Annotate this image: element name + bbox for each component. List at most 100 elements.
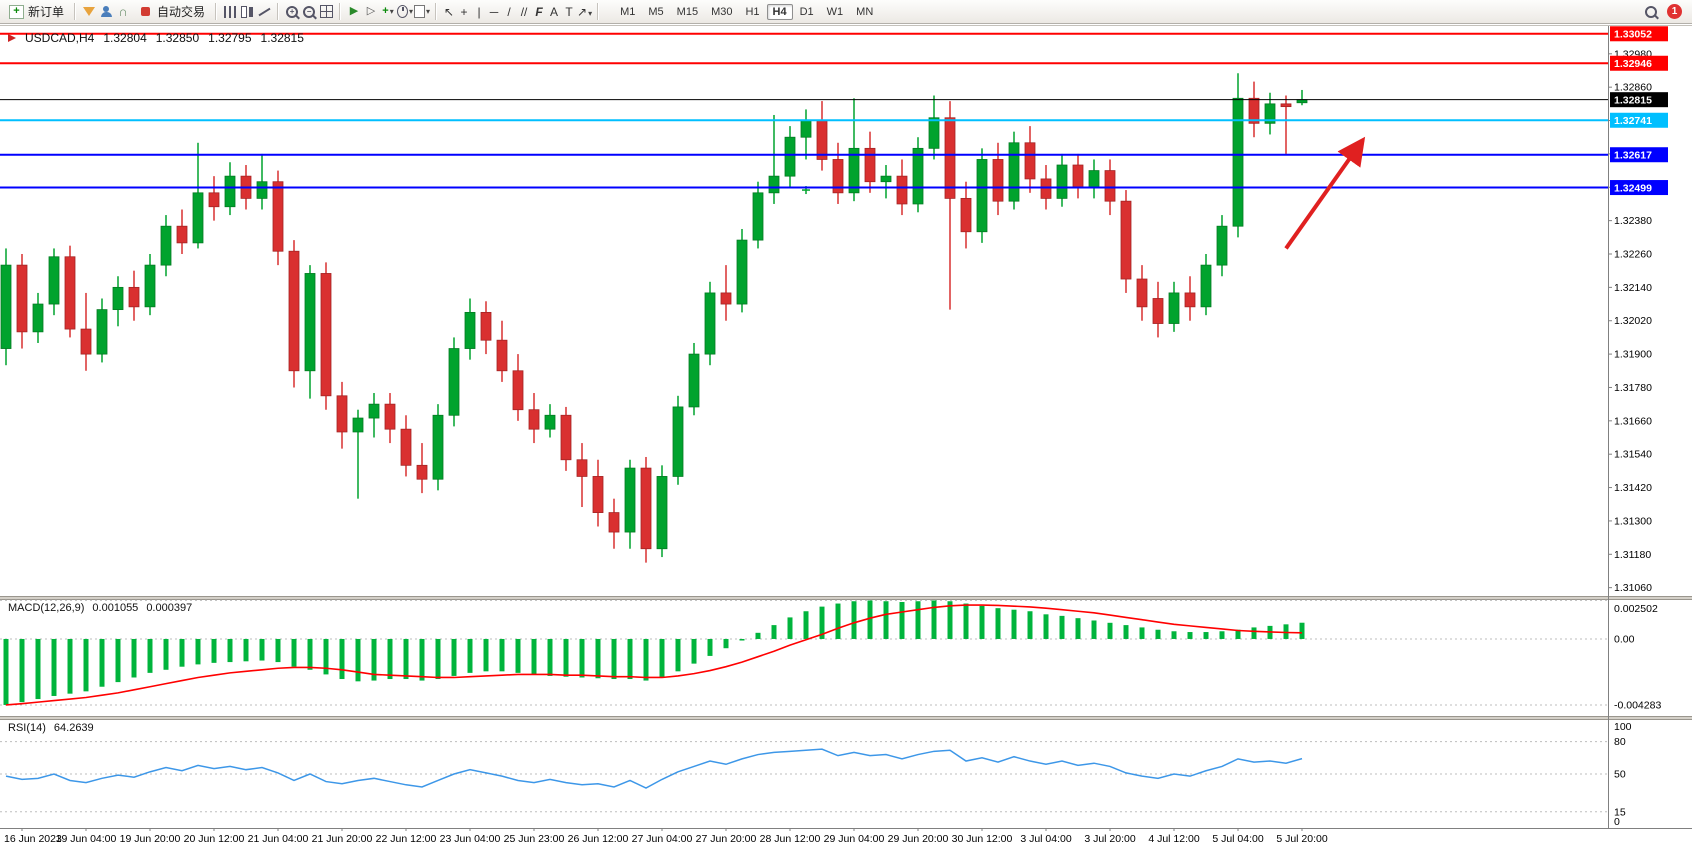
svg-text:-0.004283: -0.004283 [1614,699,1661,711]
svg-text:100: 100 [1614,721,1632,733]
svg-text:1.32380: 1.32380 [1614,215,1652,227]
svg-text:1.31180: 1.31180 [1614,549,1651,561]
timeframe-mn-button[interactable]: MN [856,5,874,18]
tile-windows-icon[interactable] [318,4,334,19]
macd-signal-line [5,604,1303,706]
horizontal-line-1.33052[interactable]: 1.33052 [0,26,1668,42]
zoom-out-icon[interactable]: − [301,4,317,19]
svg-text:50: 50 [1614,769,1626,781]
trend-arrow-annotation[interactable] [1284,136,1366,250]
toolbar-separator [435,3,438,20]
timeframe-h1-button[interactable]: H1 [745,5,760,18]
quote-open: 1.32804 [103,31,147,45]
rsi-value: 64.2639 [53,722,94,734]
symbol-period: USDCAD,H4 [25,31,95,45]
svg-text:1.33052: 1.33052 [1614,29,1652,41]
navigator-icon[interactable] [98,4,114,19]
cursor-tool-icon[interactable]: ↖ [444,4,455,19]
timeframe-w1-button[interactable]: W1 [826,5,844,18]
price-scale[interactable]: 1.329801.328601.327401.326201.325001.323… [1608,48,1652,594]
toolbar-separator [339,3,342,20]
svg-text:1.31060: 1.31060 [1614,582,1652,594]
rsi-line [5,748,1303,789]
templates-icon[interactable]: ▾ [414,4,430,19]
quote-low: 1.32795 [208,31,252,45]
svg-text:1.31900: 1.31900 [1614,349,1652,361]
indicators-icon[interactable]: + ▾ [382,5,394,17]
pane-separator[interactable] [0,716,1692,720]
pane-separator[interactable] [0,596,1692,600]
svg-text:1.32020: 1.32020 [1614,315,1652,327]
svg-text:1.32946: 1.32946 [1614,58,1652,70]
notification-badge[interactable]: 1 [1667,4,1682,19]
rsi-indicator-title: RSI(14) 64.2639 [8,722,94,734]
timeframe-m5-button[interactable]: M5 [648,5,664,18]
periods-icon[interactable]: ▾ [397,4,413,19]
candlestick-chart-icon[interactable] [239,4,255,19]
horizontal-line-tool-icon[interactable]: ─ [489,4,499,19]
line-chart-icon[interactable] [256,4,272,19]
text-tool-icon[interactable]: A [550,4,559,19]
new-order-icon: + [9,4,24,19]
svg-text:19 Jun 20:00: 19 Jun 20:00 [120,833,181,845]
horizontal-line-1.32741[interactable]: 1.32741 [0,112,1668,128]
svg-text:1.31420: 1.31420 [1614,482,1652,494]
crosshair-tool-icon[interactable]: + [460,4,468,19]
svg-text:0.00: 0.00 [1614,633,1635,645]
svg-text:15: 15 [1614,806,1626,818]
svg-text:80: 80 [1614,736,1626,748]
svg-text:23 Jun 04:00: 23 Jun 04:00 [440,833,501,845]
bar-chart-icon[interactable] [222,4,238,19]
new-order-button[interactable]: + 新订单 [4,1,69,22]
svg-text:27 Jun 20:00: 27 Jun 20:00 [696,833,757,845]
quote-close: 1.32815 [260,31,304,45]
quote-high: 1.32850 [155,31,200,45]
toolbar-separator [74,3,77,20]
svg-text:1.32140: 1.32140 [1614,282,1652,294]
svg-text:21 Jun 20:00: 21 Jun 20:00 [312,833,373,845]
timeframe-m1-button[interactable]: M1 [620,5,636,18]
rsi-name: RSI(14) [8,722,46,734]
auto-trading-icon [137,4,153,19]
svg-text:0: 0 [1614,816,1620,828]
chart-shift-icon[interactable]: ▷ [366,5,376,17]
channel-tool-icon[interactable]: // [520,4,528,19]
toolbar-separator [597,3,600,20]
svg-text:29 Jun 20:00: 29 Jun 20:00 [888,833,949,845]
svg-text:20 Jun 12:00: 20 Jun 12:00 [184,833,245,845]
trendline-tool-icon[interactable]: / [507,4,511,19]
auto-trading-label: 自动交易 [157,5,206,19]
horizontal-line-1.32499[interactable]: 1.32499 [0,180,1668,196]
svg-text:22 Jun 12:00: 22 Jun 12:00 [376,833,437,845]
label-tool-icon[interactable]: T [565,4,573,19]
svg-text:28 Jun 12:00: 28 Jun 12:00 [760,833,821,845]
terminal-icon[interactable]: ∩ [118,4,128,19]
fibonacci-tool-icon[interactable]: F [535,4,543,19]
auto-scroll-icon[interactable]: ▶ [349,5,359,17]
toolbar-right: 1 [1643,4,1688,19]
main-toolbar: + 新订单 ∩ 自动交易 + − ▶ ▷ + ▾ ▾ ▾ ↖ + | ─ / //… [0,0,1692,24]
timeframe-m30-button[interactable]: M30 [711,5,733,18]
timeframe-h4-button[interactable]: H4 [766,3,793,20]
svg-text:5 Jul 04:00: 5 Jul 04:00 [1212,833,1264,845]
svg-text:4 Jul 12:00: 4 Jul 12:00 [1148,833,1200,845]
svg-text:25 Jun 23:00: 25 Jun 23:00 [504,833,565,845]
auto-trading-button[interactable]: 自动交易 [132,1,210,22]
macd-value-signal: 0.000397 [146,602,193,614]
arrows-tool-icon[interactable]: ↗▾ [577,4,593,19]
horizontal-line-1.32815[interactable]: 1.32815 [0,92,1668,108]
svg-text:1.31780: 1.31780 [1614,382,1652,394]
timeframe-d1-button[interactable]: D1 [799,5,814,18]
horizontal-line-1.32946[interactable]: 1.32946 [0,55,1668,71]
chart-plot-area[interactable] [0,26,1608,828]
vertical-line-tool-icon[interactable]: | [477,4,481,19]
svg-text:1.32499: 1.32499 [1614,182,1652,194]
macd-value-main: 0.001055 [92,602,139,614]
market-watch-icon[interactable] [81,4,97,19]
search-icon[interactable] [1643,4,1659,19]
timeframe-m15-button[interactable]: M15 [676,5,699,18]
zoom-in-icon[interactable]: + [284,4,300,19]
svg-text:27 Jun 04:00: 27 Jun 04:00 [632,833,693,845]
